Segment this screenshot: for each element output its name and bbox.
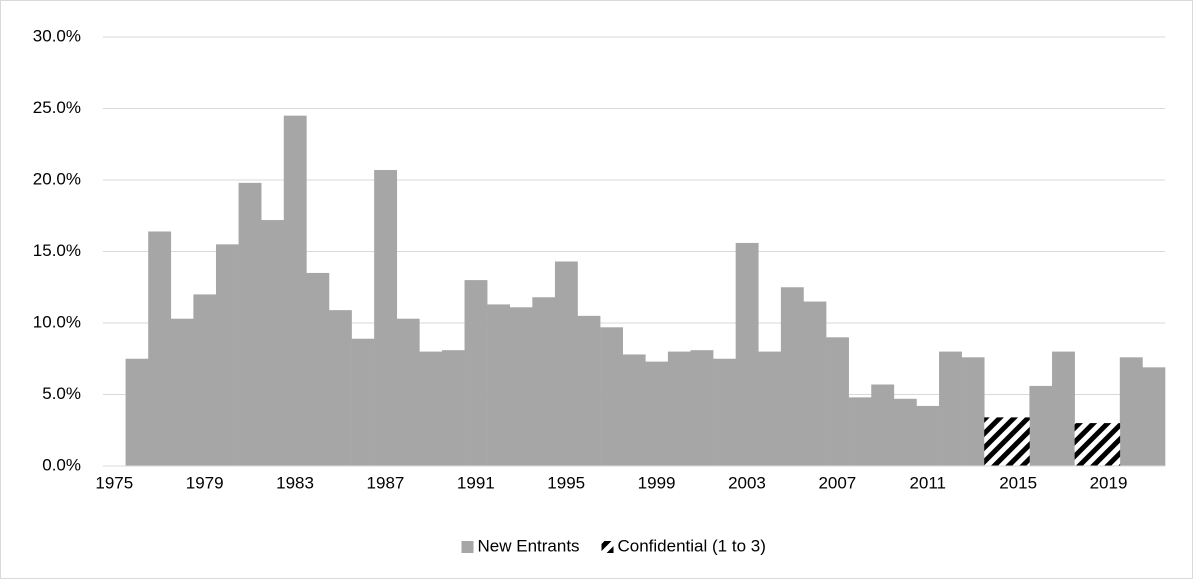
bar [170, 318, 194, 466]
bar [939, 351, 962, 466]
bar [735, 242, 759, 466]
bar [758, 351, 782, 466]
bar [419, 351, 443, 466]
x-tick-label: 2007 [818, 473, 856, 492]
y-tick-label: 25.0% [33, 98, 81, 117]
bar [961, 357, 985, 466]
bar [1074, 423, 1098, 466]
bar [622, 354, 646, 466]
bar [667, 351, 691, 466]
bar [193, 294, 217, 466]
y-tick-label: 5.0% [42, 384, 81, 403]
bar [148, 231, 172, 466]
bar [803, 301, 827, 466]
legend-label: New Entrants [478, 536, 580, 555]
x-tick-label: 2019 [1090, 473, 1128, 492]
bar [396, 318, 420, 466]
x-tick-label: 2003 [728, 473, 766, 492]
bar [690, 350, 714, 466]
y-tick-label: 15.0% [33, 241, 81, 260]
x-tick-label: 1995 [547, 473, 585, 492]
bar [283, 115, 307, 467]
bar [532, 297, 556, 466]
bar [1006, 417, 1030, 466]
bar [848, 397, 872, 466]
bar [1097, 423, 1121, 466]
bar [916, 405, 940, 466]
bar [893, 398, 917, 466]
bar [261, 220, 285, 466]
y-tick-label: 10.0% [33, 312, 81, 331]
bar [464, 280, 488, 466]
bar [215, 244, 239, 466]
x-tick-label: 1999 [638, 473, 676, 492]
x-tick-label: 2015 [999, 473, 1037, 492]
bar [780, 287, 804, 466]
x-tick-label: 1979 [186, 473, 224, 492]
legend-swatch [461, 541, 474, 553]
legend-swatch [601, 541, 614, 553]
bar [713, 358, 736, 466]
bar [125, 358, 149, 466]
y-tick-label: 30.0% [33, 26, 81, 45]
bar [351, 338, 375, 466]
bar [238, 182, 262, 467]
bar [1119, 357, 1143, 466]
x-tick-label: 1983 [276, 473, 314, 492]
x-tick-label: 1991 [457, 473, 495, 492]
bar [1052, 351, 1075, 466]
y-tick-label: 20.0% [33, 169, 81, 188]
bar [826, 337, 849, 466]
bar [509, 307, 533, 466]
bar [441, 350, 465, 466]
bar [645, 361, 669, 466]
bar [577, 315, 601, 466]
x-tick-label: 1975 [95, 473, 133, 492]
x-tick-label: 1987 [367, 473, 405, 492]
bar [1142, 367, 1166, 466]
bar [871, 384, 895, 466]
bar [600, 327, 624, 466]
bar [306, 272, 330, 466]
bar [487, 304, 511, 466]
bar [374, 169, 398, 467]
bar [984, 417, 1008, 466]
bar [328, 310, 352, 466]
legend-label: Confidential (1 to 3) [618, 536, 766, 555]
bar [554, 261, 578, 466]
x-tick-label: 2011 [909, 473, 946, 492]
y-tick-label: 0.0% [42, 455, 81, 474]
bar [1029, 385, 1053, 466]
